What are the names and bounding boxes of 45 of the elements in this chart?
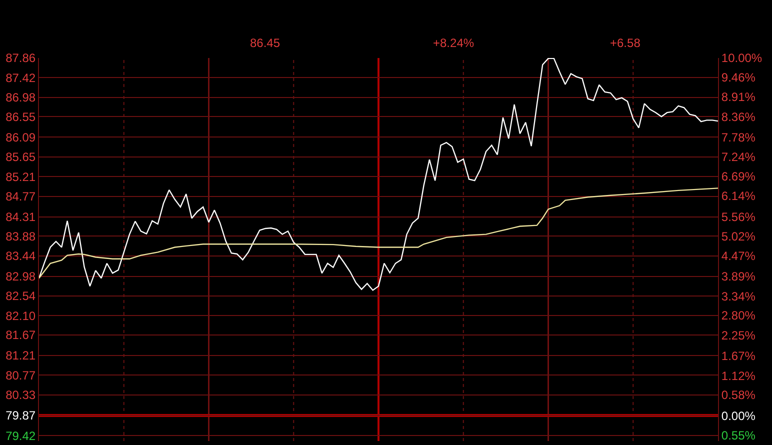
y-tick-label: 87.42 bbox=[6, 70, 36, 85]
y-tick-label: 84.31 bbox=[6, 210, 36, 224]
line-series bbox=[39, 188, 718, 279]
y2-tick-label: 10.00% bbox=[721, 51, 762, 66]
line-series bbox=[39, 58, 718, 291]
y-tick-label: 84.77 bbox=[6, 189, 36, 204]
y-tick-label: 82.98 bbox=[6, 270, 36, 284]
y2-tick-label: 6.14% bbox=[721, 189, 756, 204]
y2-tick-label: 1.12% bbox=[721, 368, 756, 383]
text: 86.45 bbox=[250, 36, 280, 50]
y-tick-label: 86.98 bbox=[6, 90, 36, 105]
y-tick-label: 82.10 bbox=[6, 308, 36, 323]
y2-tick-label: 5.02% bbox=[721, 229, 756, 244]
y2-tick-label: 8.36% bbox=[721, 110, 756, 124]
y-tick-label: 79.42 bbox=[6, 428, 36, 443]
y2-tick-label: 7.24% bbox=[721, 150, 756, 164]
y2-tick-label: 0.00% bbox=[721, 408, 756, 423]
y-tick-label: 79.87 bbox=[6, 408, 36, 423]
y-tick-label: 86.09 bbox=[6, 130, 36, 144]
y-tick-label: 85.21 bbox=[6, 170, 36, 184]
y2-tick-label: 7.78% bbox=[721, 130, 756, 145]
y2-tick-label: 2.25% bbox=[721, 328, 756, 342]
y-tick-label: 80.33 bbox=[6, 388, 36, 402]
y2-tick-label: 3.89% bbox=[721, 270, 756, 284]
y-tick-label: 87.86 bbox=[6, 51, 36, 66]
y-tick-label: 85.65 bbox=[6, 150, 36, 164]
y-tick-label: 83.88 bbox=[6, 229, 36, 244]
y2-tick-label: 8.91% bbox=[721, 90, 756, 104]
y2-tick-label: 3.34% bbox=[721, 289, 756, 304]
y2-tick-label: 5.56% bbox=[721, 210, 756, 224]
y2-tick-label: 4.47% bbox=[721, 248, 756, 263]
y-tick-label: 82.54 bbox=[6, 289, 36, 304]
y2-tick-label: 0.58% bbox=[721, 388, 756, 402]
y-tick-label: 80.77 bbox=[6, 368, 36, 382]
y-tick-label: 86.55 bbox=[6, 110, 36, 124]
y2-tick-label: 2.80% bbox=[721, 308, 756, 323]
y2-tick-label: 9.46% bbox=[721, 70, 756, 85]
y2-tick-label: 1.67% bbox=[721, 349, 756, 364]
y-tick-label: 81.21 bbox=[6, 348, 36, 363]
y-tick-label: 83.44 bbox=[6, 248, 36, 263]
y-tick-label: 81.67 bbox=[6, 328, 36, 342]
y2-tick-label: 6.69% bbox=[721, 170, 756, 184]
y2-tick-label: 0.55% bbox=[721, 428, 756, 442]
text: +8.24% bbox=[433, 36, 474, 50]
text: +6.58 bbox=[610, 36, 641, 50]
